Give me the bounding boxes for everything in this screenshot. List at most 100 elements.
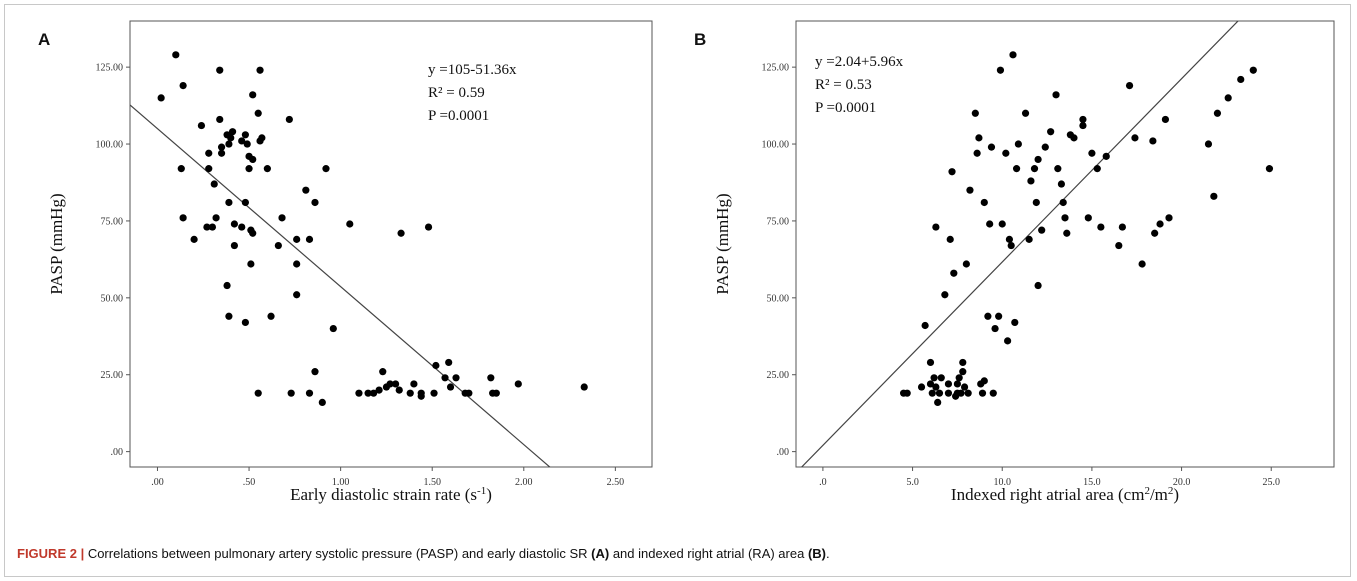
panel-a-x-tick-label: 1.00	[332, 477, 350, 488]
panel-a-data-point	[225, 198, 233, 207]
panel-a-data-point	[179, 81, 187, 90]
panel-a-y-tick-label: .00	[111, 447, 124, 458]
panel-a-data-point	[417, 389, 425, 397]
panel-b-data-point	[934, 398, 942, 407]
panel-a-data-point	[157, 94, 165, 102]
panel-b-data-point	[1047, 128, 1055, 136]
panel-b-data-point	[1084, 214, 1092, 222]
panel-b-data-point	[1249, 66, 1257, 74]
panel-a-data-point	[172, 51, 180, 59]
panel-a-data-point	[395, 386, 403, 394]
panel-b-data-point	[986, 220, 994, 228]
panel-b-data-point	[980, 198, 988, 207]
panel-b-data-point	[1115, 241, 1123, 250]
panel-a-data-point	[205, 165, 213, 173]
panel-a-data-point	[375, 386, 383, 394]
panel-b-data-point	[1057, 180, 1066, 188]
panel-a-data-point	[492, 389, 500, 397]
panel-b-data-point	[1265, 165, 1274, 173]
panel-a-annotation: R² = 0.59	[428, 85, 485, 101]
panel-a-x-tick-label: .00	[151, 477, 164, 488]
panel-b-data-point	[928, 389, 936, 397]
panel-a-data-point	[230, 220, 238, 228]
panel-b-data-point	[998, 220, 1006, 228]
panel-b-x-tick-label: 15.0	[1083, 477, 1101, 488]
panel-a-x-axis-title-text: Early diastolic strain rate (s	[290, 485, 477, 504]
panel-a-data-point	[241, 318, 249, 327]
panel-b-data-point	[926, 358, 935, 367]
panel-a-data-point	[305, 235, 314, 243]
panel-a-fit-line	[130, 104, 551, 467]
panel-b-y-tick-label: 125.00	[762, 63, 790, 74]
panel-a-data-point	[228, 128, 237, 136]
panel-b-data-point	[1125, 81, 1134, 90]
panel-a-y-axis-title: PASP (mmHg)	[47, 193, 66, 294]
panel-a-data-point	[441, 374, 449, 382]
panel-b-data-point	[987, 143, 996, 151]
panel-a-x-tick-label: 2.50	[607, 477, 625, 488]
panel-a-data-point	[322, 165, 330, 173]
caption-label: FIGURE 2 |	[17, 546, 85, 561]
panel-b-data-point	[996, 66, 1005, 74]
panel-b-data-point	[1156, 220, 1164, 228]
panel-b-data-point	[971, 109, 979, 117]
caption-ref-b: (B)	[807, 546, 826, 561]
panel-a-data-point	[203, 223, 211, 231]
panel-a-data-point	[179, 214, 187, 222]
panel-b-data-point	[1052, 91, 1060, 99]
panel-b-x-axis-title-text: Indexed right atrial area (cm	[951, 485, 1145, 504]
panel-a-annotation: P =0.0001	[428, 108, 489, 124]
panel-a-y-tick-label: 75.00	[101, 216, 124, 227]
caption-text-3: .	[825, 546, 830, 561]
panel-b-annotation: P =0.0001	[815, 100, 876, 116]
panel-b-data-point	[1032, 198, 1040, 207]
panel-b-data-point	[935, 389, 944, 397]
panel-a-data-point	[302, 186, 310, 194]
panel-a-y-tick-label: 50.00	[101, 293, 124, 304]
panel-b-data-point	[1027, 177, 1035, 185]
panel-b-data-point	[1063, 229, 1071, 237]
panel-a-data-point	[397, 229, 405, 237]
panel-a-data-point	[210, 180, 218, 188]
panel-a-data-point	[311, 368, 319, 376]
panel-a-data-point	[267, 312, 275, 320]
panel-a-data-point	[410, 380, 418, 388]
panel-b-data-point	[946, 235, 954, 243]
panel-b-data-point	[1079, 121, 1087, 130]
panel-a-letter: A	[38, 30, 50, 49]
panel-a-data-point	[225, 140, 233, 148]
panel-a-x-axis-title-end: )	[486, 485, 492, 504]
panel-a-data-point	[364, 389, 372, 397]
panel-a-data-point	[177, 165, 185, 173]
panel-b-data-point	[1034, 155, 1042, 164]
panel-a-data-point	[287, 389, 295, 397]
panel-a-data-point	[465, 389, 473, 397]
panel-a-data-point	[355, 389, 363, 397]
panel-b-data-point	[1161, 115, 1170, 124]
panel-b-data-point	[1131, 134, 1139, 142]
panel-a-annotation: y =105-51.36x	[428, 62, 517, 78]
panel-b-data-point	[932, 383, 940, 391]
panel-b-data-point	[941, 291, 949, 299]
panel-a-data-point	[249, 229, 257, 237]
panel-a-data-point	[227, 134, 235, 142]
panel-b-data-point	[937, 374, 945, 382]
panel-a-data-point	[452, 374, 460, 382]
panel-a-data-point	[285, 115, 293, 124]
panel-a-data-point	[278, 214, 286, 222]
panel-a-data-point	[243, 140, 251, 148]
panel-a-data-point	[212, 214, 220, 222]
panel-b-data-point	[1070, 134, 1078, 142]
panel-b-data-point	[926, 380, 935, 388]
panel-b-data-point	[1041, 143, 1049, 151]
panel-b-x-axis-title-sup: 2	[1144, 485, 1150, 497]
panel-a-data-point	[379, 368, 387, 376]
panel-a: A .00 25.00 50.00 75.00 100.00 125.00 .00 .50 1.0…	[38, 20, 653, 504]
panel-a-data-point	[293, 260, 301, 268]
panel-a-data-point	[346, 220, 354, 228]
panel-b-x-tick-label: .0	[819, 477, 827, 488]
panel-b-data-point	[1138, 260, 1146, 268]
panel-a-data-point	[247, 260, 255, 268]
panel-b-data-point	[991, 324, 999, 333]
